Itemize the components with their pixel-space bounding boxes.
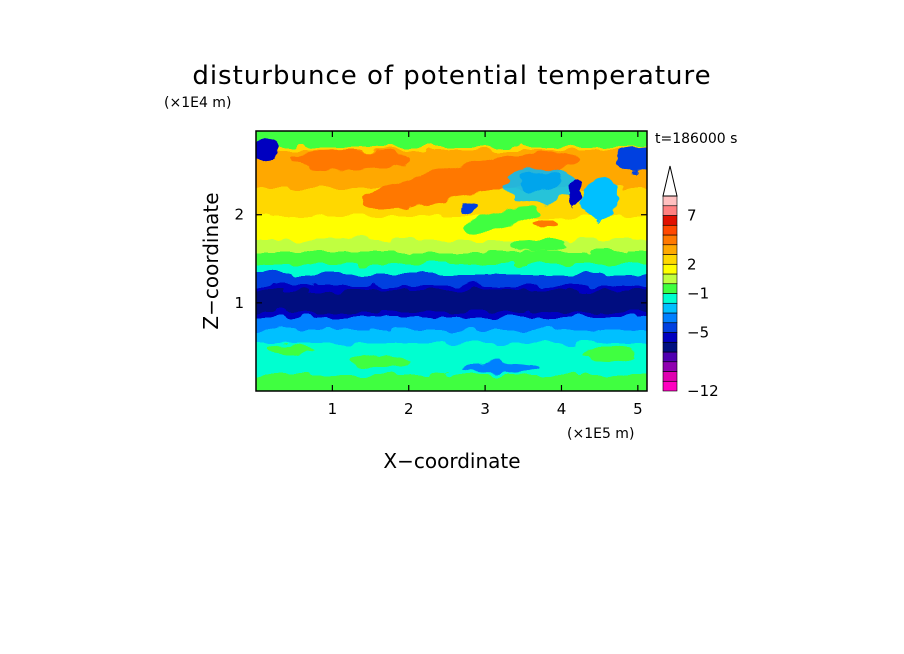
colorbar-label: −5	[687, 324, 709, 342]
x-axis: 1 2 3 4 5	[328, 131, 643, 418]
y-axis-title: Z−coordinate	[199, 192, 223, 329]
colorbar-swatch	[662, 380, 678, 392]
surface-patch-3	[585, 348, 635, 362]
x-unit-label: (×1E5 m)	[567, 426, 634, 442]
colorbar-label: 7	[687, 207, 697, 225]
field-layer-surface	[256, 372, 647, 391]
x-axis-title: X−coordinate	[383, 449, 520, 473]
colorbar-swatch	[662, 244, 678, 255]
field-layer-top-green	[256, 131, 647, 147]
warm-band-dark-orange-2	[290, 150, 410, 170]
colorbar-swatch	[662, 195, 678, 207]
x-tick-label: 3	[480, 400, 490, 418]
surface-patch-1	[350, 356, 410, 368]
field-layer-yellowgreen	[256, 238, 647, 252]
colorbar-swatch	[662, 263, 678, 275]
surface-patch-2	[460, 363, 540, 373]
colorbar-swatch	[662, 205, 678, 216]
colorbar-swatch	[662, 234, 678, 246]
colorbar-swatch	[662, 341, 678, 353]
top-blue-right	[615, 148, 647, 172]
contour-field	[256, 131, 647, 391]
colorbar-swatch	[662, 224, 678, 236]
colorbar-swatch	[662, 283, 678, 294]
field-layer-transition-cyan	[256, 262, 647, 274]
colorbar-swatch	[662, 273, 678, 285]
field-layer-yellow	[256, 215, 647, 240]
x-tick-label: 2	[404, 400, 414, 418]
y-axis: 12	[234, 206, 647, 312]
colorbar-swatch	[662, 322, 678, 333]
x-tick-label: 1	[328, 400, 338, 418]
time-label: t=186000 s	[655, 131, 737, 147]
wave-orange-peak	[533, 219, 557, 231]
wave-green-1	[461, 207, 539, 233]
y-unit-label: (×1E4 m)	[164, 95, 231, 111]
field-layer-mid-top	[256, 272, 647, 286]
wave-blue-right	[568, 181, 582, 209]
colorbar-swatch	[662, 215, 678, 226]
colorbar-swatch	[662, 254, 678, 265]
top-blue-left	[256, 136, 277, 164]
field-layer-mid-dark	[256, 290, 647, 312]
colorbar: 7 2 −1 −5 −12	[662, 165, 719, 400]
wave-blue-small	[460, 202, 480, 214]
colorbar-swatch	[662, 302, 678, 314]
colorbar-label: −12	[687, 382, 719, 400]
colorbar-extension-triangle	[662, 165, 678, 197]
chart-title: disturbunce of potential temperature	[192, 61, 711, 91]
x-tick-label: 5	[633, 400, 643, 418]
colorbar-label: −1	[687, 285, 709, 303]
colorbar-swatch	[662, 293, 678, 304]
y-tick-label: 1	[234, 294, 244, 312]
colorbar-swatch	[662, 371, 678, 382]
wave-cyan-right	[582, 178, 618, 222]
plot-frame	[255, 130, 648, 392]
wave-cold-halo	[505, 167, 575, 203]
colorbar-swatch	[662, 351, 678, 363]
colorbar-swatch	[662, 332, 678, 343]
wave-green-2	[510, 238, 570, 252]
x-tick-label: 4	[557, 400, 567, 418]
y-tick-label: 2	[234, 206, 244, 224]
colorbar-swatch	[662, 312, 678, 324]
colorbar-swatch	[662, 361, 678, 372]
surface-patch-4	[268, 344, 312, 356]
warm-band-dark-orange	[362, 152, 578, 208]
colorbar-label: 2	[687, 255, 697, 273]
